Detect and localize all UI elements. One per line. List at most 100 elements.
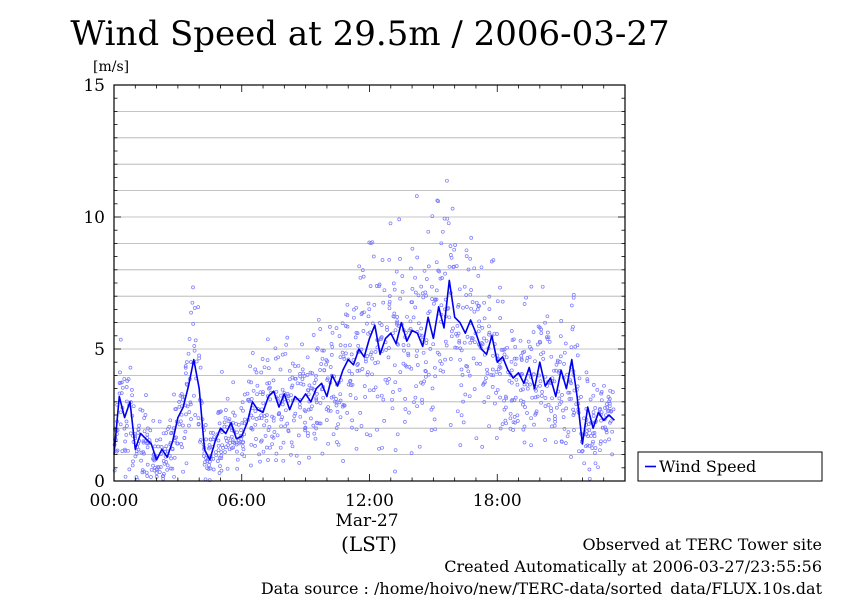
sample-point (609, 409, 613, 414)
sample-point (407, 410, 411, 415)
sample-point (412, 400, 416, 405)
sample-point (275, 433, 280, 438)
sample-point (387, 346, 391, 350)
sample-point (290, 361, 295, 366)
sample-point (120, 385, 125, 390)
sample-point (472, 309, 477, 314)
sample-point (447, 264, 452, 269)
sample-point (448, 357, 453, 361)
sample-point (397, 388, 402, 392)
sample-point (452, 247, 457, 252)
sample-point (370, 356, 374, 361)
sample-point (330, 345, 335, 349)
sample-point (225, 396, 230, 401)
sample-point (211, 467, 216, 472)
sample-point (239, 437, 244, 441)
sample-point (336, 442, 341, 447)
sample-point (191, 322, 196, 326)
sample-point (265, 358, 270, 362)
sample-point (230, 438, 235, 443)
sample-point (466, 267, 471, 272)
sample-point (239, 428, 243, 433)
sample-point (255, 383, 260, 388)
sample-point (360, 268, 365, 272)
sample-point (535, 342, 540, 347)
sample-point (183, 429, 188, 434)
sample-point (267, 386, 271, 391)
sample-point (285, 335, 290, 340)
sample-point (157, 470, 162, 474)
sample-point (118, 422, 123, 427)
sample-point (495, 299, 500, 304)
sample-point (196, 305, 201, 309)
sample-point (284, 408, 288, 413)
sample-point (370, 372, 374, 377)
sample-point (320, 451, 325, 456)
sample-point (350, 425, 354, 430)
sample-point (443, 357, 447, 362)
sample-point (486, 395, 491, 400)
sample-point (519, 358, 524, 362)
sample-point (437, 269, 441, 274)
sample-point (577, 376, 582, 381)
sample-point (288, 377, 292, 382)
sample-point (599, 418, 603, 423)
sample-point (143, 413, 148, 417)
sample-point (396, 342, 400, 347)
sample-point (118, 337, 123, 342)
y-axis-unit: [m/s] (93, 59, 129, 75)
sample-point (319, 362, 324, 366)
sample-point (240, 452, 244, 457)
sample-point (379, 335, 384, 339)
sample-point (325, 378, 330, 382)
sample-point (123, 474, 128, 479)
sample-point (300, 367, 305, 372)
sample-point (260, 392, 265, 396)
sample-point (554, 362, 559, 367)
sample-point (329, 353, 334, 357)
sample-point (469, 236, 474, 240)
sample-point (242, 454, 247, 459)
sample-point (377, 321, 382, 325)
sample-point (468, 256, 473, 261)
sample-point (271, 418, 276, 423)
sample-point (262, 423, 266, 428)
sample-point (398, 257, 402, 261)
sample-point (487, 294, 492, 299)
sample-point (482, 336, 486, 341)
sample-point (440, 229, 445, 234)
sample-point (591, 431, 595, 436)
sample-point (356, 344, 361, 348)
legend-label: Wind Speed (659, 457, 756, 476)
sample-point (457, 340, 462, 345)
sample-point (593, 461, 598, 466)
sample-point (604, 413, 608, 418)
sample-point (554, 440, 558, 445)
sample-point (525, 386, 530, 391)
sample-point (180, 397, 185, 402)
sample-point (591, 410, 596, 414)
sample-point (436, 268, 441, 273)
sample-point (249, 380, 253, 385)
sample-point (172, 474, 176, 479)
sample-point (160, 474, 165, 479)
sample-point (258, 459, 262, 464)
sample-point (394, 321, 399, 325)
sample-point (377, 446, 381, 451)
sample-point (509, 368, 514, 373)
sample-point (368, 433, 373, 438)
sample-point (469, 338, 474, 343)
sample-point (527, 355, 532, 360)
sample-point (373, 385, 378, 390)
sample-point (485, 367, 489, 372)
sample-point (491, 373, 496, 378)
sample-point (470, 300, 475, 304)
y-tick-label: 15 (83, 76, 105, 96)
sample-point (236, 422, 241, 427)
sample-point (502, 347, 507, 352)
sample-point (293, 364, 297, 369)
sample-point (262, 365, 267, 370)
sample-point (280, 402, 285, 407)
sample-point (480, 326, 485, 330)
sample-point (409, 366, 414, 371)
